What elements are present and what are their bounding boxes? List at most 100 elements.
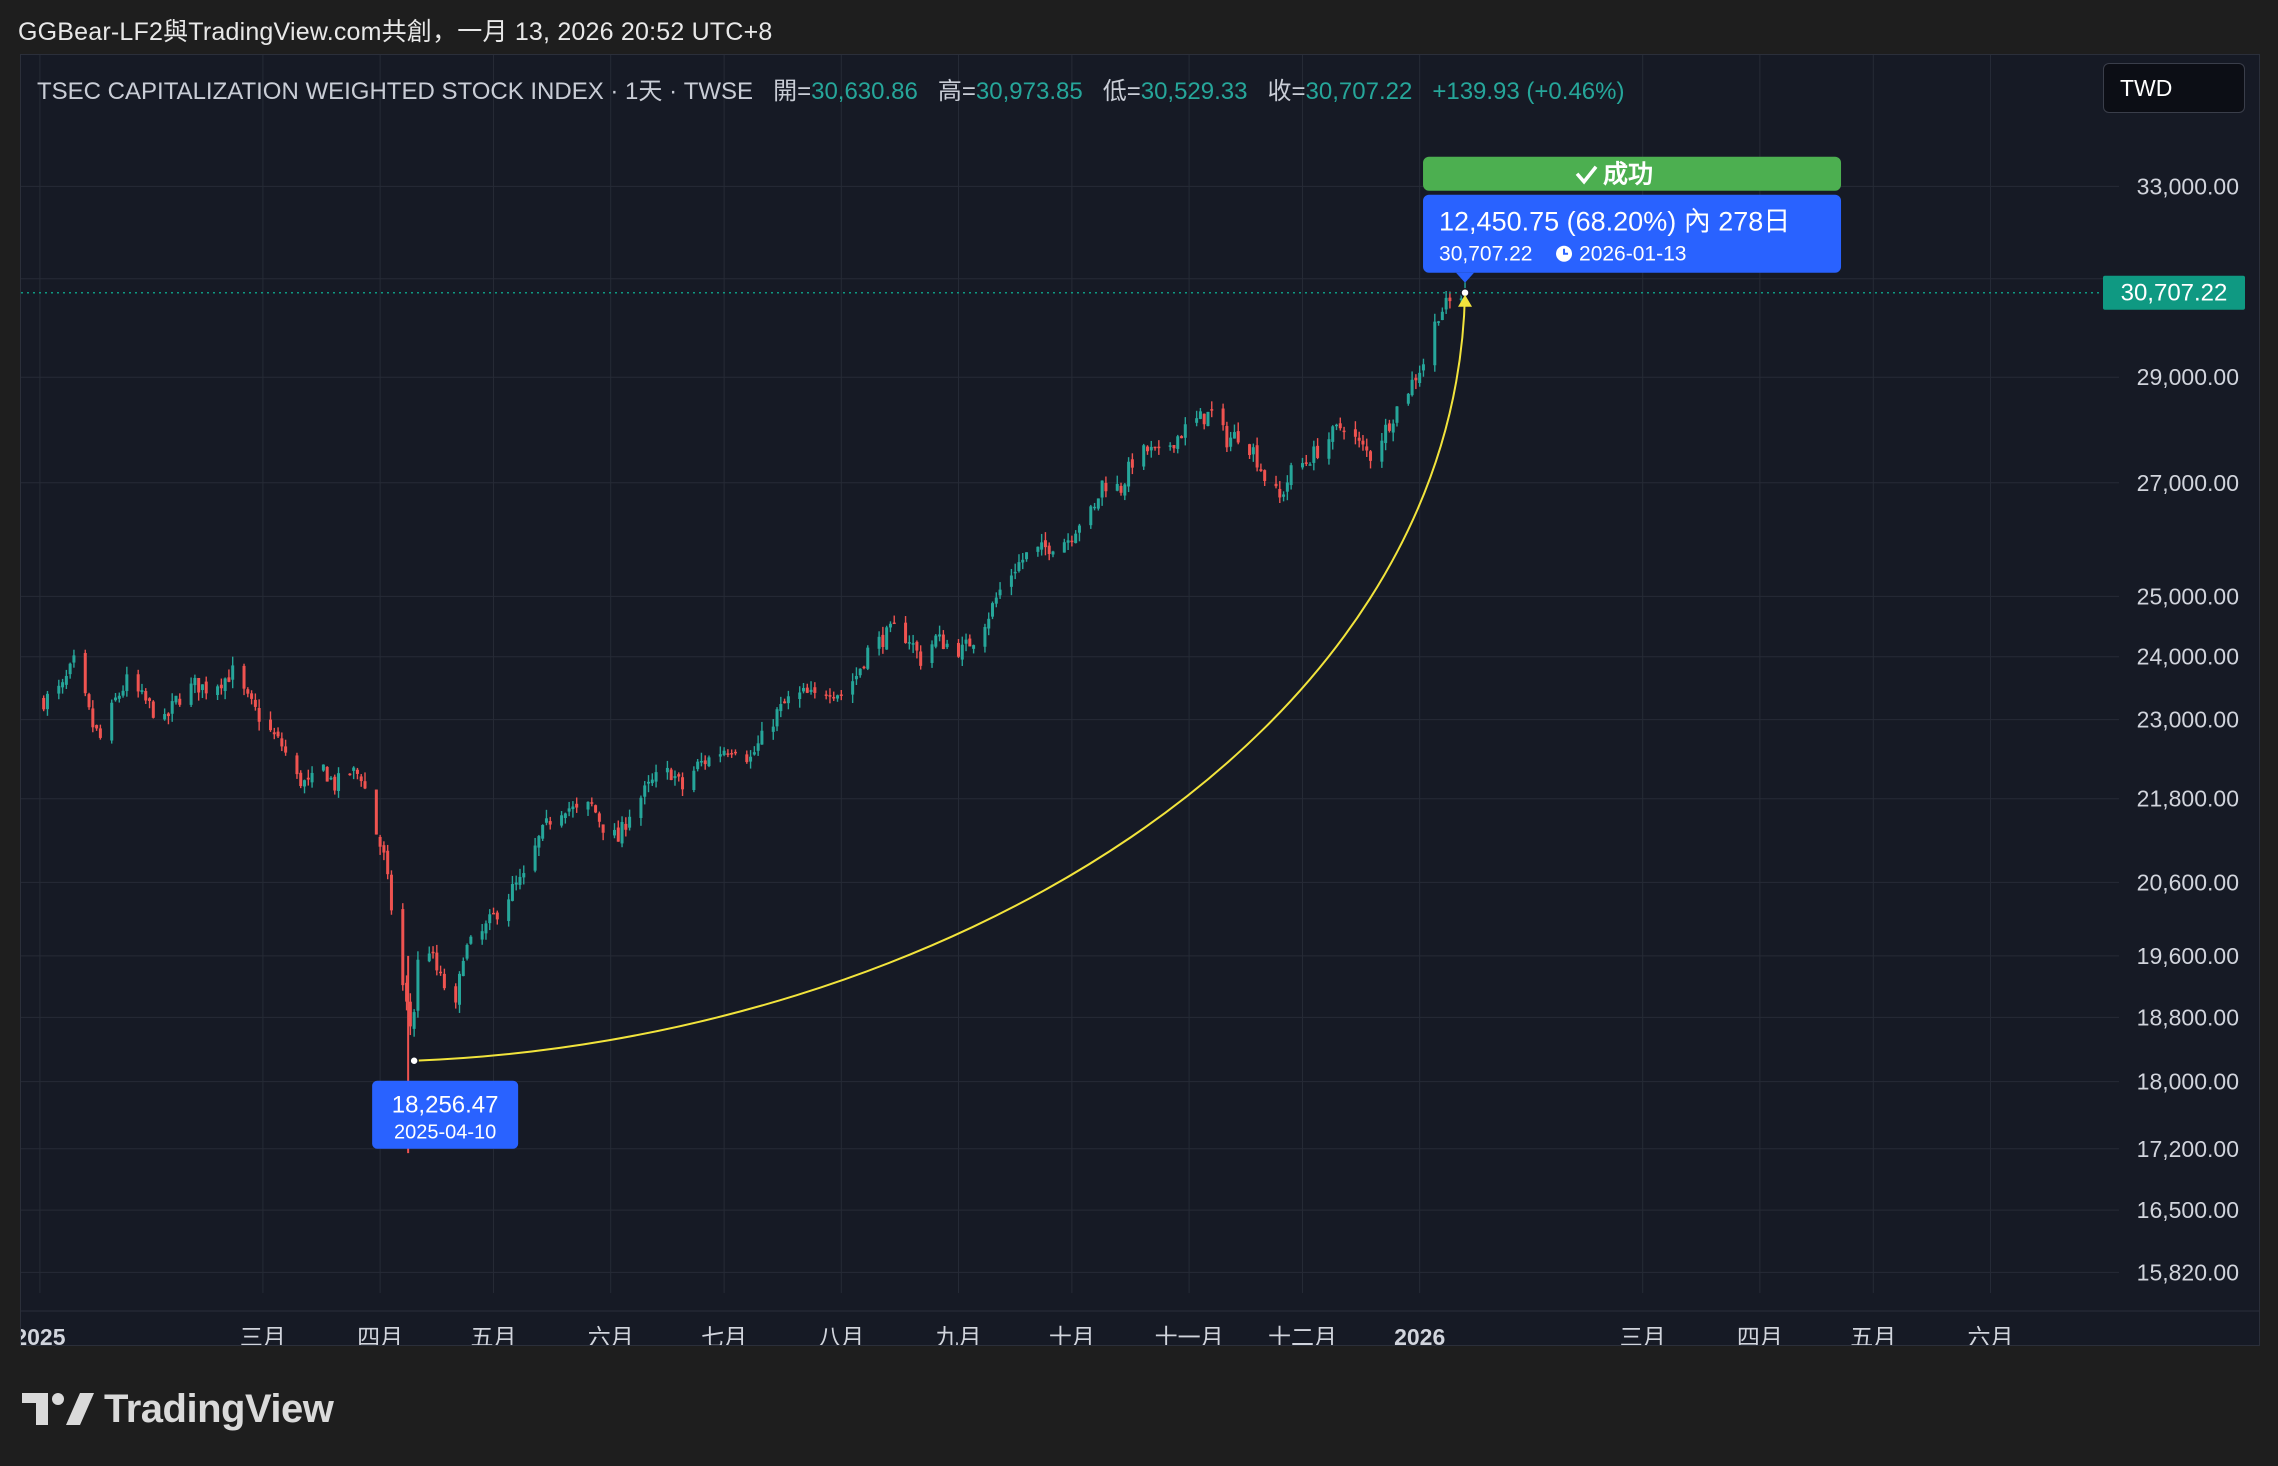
- candle-body: [1236, 431, 1240, 443]
- current-price-label: 30,707.22: [2121, 280, 2228, 307]
- candle-body: [756, 743, 760, 751]
- candle-body: [1225, 425, 1229, 448]
- candle-body: [1051, 551, 1055, 555]
- candle-body: [1274, 483, 1278, 487]
- y-axis-tick-label: 19,600.00: [2137, 943, 2239, 969]
- candle-body: [1384, 424, 1388, 444]
- candle-body: [454, 986, 458, 1003]
- candle-body: [170, 701, 174, 714]
- measure-end-box-pointer: [1456, 272, 1475, 283]
- candle-body: [1437, 321, 1441, 323]
- candle-body: [1089, 506, 1093, 526]
- y-axis-tick-label: 25,000.00: [2137, 583, 2239, 609]
- candle-body: [412, 1012, 416, 1029]
- candle-body: [374, 789, 378, 835]
- y-axis-tick-label: 15,820.00: [2137, 1259, 2239, 1285]
- candle-body: [461, 960, 465, 977]
- candle-body: [268, 719, 272, 731]
- candle-body: [299, 772, 303, 787]
- candle-body: [250, 693, 254, 699]
- candle-body: [1440, 311, 1444, 321]
- candle-body: [934, 635, 938, 647]
- candle-body: [699, 761, 703, 763]
- candle-body: [492, 912, 496, 915]
- measure-curve: [414, 292, 1467, 1062]
- current-price-tag: [2103, 275, 2245, 310]
- x-axis-tick-label: 八月: [818, 1324, 864, 1345]
- price-chart[interactable]: 33,000.00 29,000.00 27,000.00 25,000.00 24,0…: [21, 55, 2259, 1345]
- candle-body: [435, 952, 439, 971]
- candle-body: [174, 695, 178, 703]
- candle-body: [257, 708, 261, 722]
- candle-body: [163, 714, 167, 720]
- candle-body: [1414, 377, 1418, 381]
- candle-body: [484, 923, 488, 934]
- candle-body: [219, 684, 223, 689]
- candle-body: [495, 912, 499, 920]
- tradingview-brand-name: TradingView: [104, 1386, 334, 1431]
- candle-body: [722, 750, 726, 756]
- candle-body: [522, 873, 526, 878]
- high-label: 高=: [937, 78, 976, 105]
- candle-body: [295, 755, 299, 775]
- candle-body: [114, 697, 118, 701]
- candle-body: [355, 769, 359, 774]
- candle-body: [1387, 423, 1391, 431]
- candle-body: [518, 876, 522, 885]
- candle-body: [45, 693, 49, 710]
- currency-button[interactable]: TWD: [2103, 63, 2245, 113]
- y-axis-tick-label: 21,800.00: [2137, 786, 2239, 812]
- candle-body: [1357, 437, 1361, 441]
- candle-body: [465, 944, 469, 959]
- candle-body: [745, 754, 749, 763]
- x-axis-tick-label: 五月: [1850, 1324, 1896, 1345]
- candle-body: [1096, 498, 1100, 509]
- candle-body: [809, 689, 813, 692]
- candle-body: [612, 829, 616, 836]
- x-axis-tick-label: 三月: [1620, 1324, 1666, 1345]
- candle-body: [862, 666, 866, 669]
- y-axis-tick-label: 23,000.00: [2137, 707, 2239, 733]
- candle-body: [1421, 364, 1425, 371]
- candle-body: [276, 731, 280, 737]
- candle-body: [654, 772, 658, 782]
- checkmark-icon: [1575, 165, 1598, 185]
- x-axis-tick-label: 三月: [240, 1324, 286, 1345]
- candle-body: [1289, 465, 1293, 486]
- candle-body: [805, 687, 809, 693]
- candle-body: [310, 772, 314, 783]
- candle-body: [877, 636, 881, 649]
- candle-body: [1263, 470, 1267, 482]
- candle-body: [798, 692, 802, 699]
- candle-body: [1391, 423, 1395, 433]
- tradingview-watermark[interactable]: TradingView: [22, 1386, 334, 1432]
- candle-body: [57, 685, 61, 694]
- chart-panel[interactable]: 33,000.00 29,000.00 27,000.00 25,000.00 24,0…: [20, 54, 2260, 1346]
- candle-body: [95, 725, 99, 729]
- candle-body: [960, 644, 964, 660]
- candle-body: [458, 973, 462, 1005]
- candle-body: [669, 769, 673, 781]
- candle-body: [813, 687, 817, 693]
- candle-body: [91, 708, 95, 728]
- candle-body: [1119, 485, 1123, 493]
- measure-start-point: [409, 1055, 419, 1066]
- candle-body: [1448, 297, 1452, 302]
- candle-body: [1123, 484, 1127, 496]
- candle-body: [197, 677, 201, 693]
- candle-body: [1380, 440, 1384, 462]
- symbol-legend: TSEC CAPITALIZATION WEIGHTED STOCK INDEX…: [37, 71, 1624, 106]
- candle-body: [1335, 424, 1339, 427]
- x-axis-tick-label: 十月: [1049, 1324, 1095, 1345]
- candle-body: [42, 697, 46, 710]
- candle-body: [1172, 445, 1176, 449]
- candle-body: [1459, 298, 1463, 301]
- candle-body: [1282, 494, 1286, 497]
- candle-body: [1176, 436, 1180, 449]
- candle-body: [828, 695, 832, 697]
- candle-body: [189, 683, 193, 705]
- measure-end-box: [1423, 194, 1842, 273]
- candle-body: [1180, 436, 1184, 439]
- candle-body: [231, 665, 235, 680]
- candle-body: [779, 704, 783, 712]
